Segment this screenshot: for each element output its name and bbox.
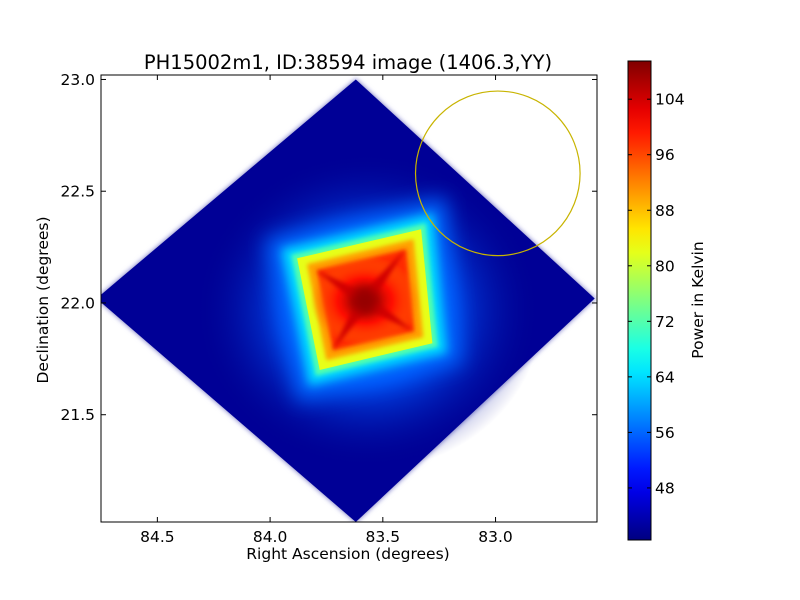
y-tick-label: 21.5: [60, 406, 95, 424]
colorbar-tick-label: 88: [655, 202, 675, 220]
x-tick-label: 84.0: [253, 528, 288, 546]
y-tick-label: 22.0: [60, 294, 95, 312]
colorbar-gradient: [627, 60, 652, 541]
colorbar: 48 56 64 72 80 88 96 104: [627, 60, 685, 541]
axes-frame: [100, 74, 598, 523]
y-tick-label: 23.0: [60, 71, 95, 89]
x-tick-label: 84.5: [140, 528, 175, 546]
colorbar-tick-label: 64: [655, 368, 675, 386]
plot-frame: 84.5 84.0 83.5 83.0 21.5 22.0 22.5 23.0: [60, 71, 598, 546]
peak-dot: [350, 286, 379, 315]
x-axis-label: Right Ascension (degrees): [246, 545, 449, 563]
heatmap: [101, 78, 597, 522]
colorbar-tick-label: 80: [655, 257, 675, 275]
chart-title: PH15002m1, ID:38594 image (1406.3,YY): [144, 51, 552, 74]
colorbar-tick-label: 72: [655, 313, 675, 331]
target-circle: [414, 90, 581, 257]
y-axis-label: Declination (degrees): [34, 216, 52, 383]
chart-text: PH15002m1, ID:38594 image (1406.3,YY) Ri…: [34, 51, 707, 563]
colorbar-tick-label: 96: [655, 146, 675, 164]
colorbar-label: Power in Kelvin: [689, 241, 707, 358]
colorbar-tick-label: 56: [655, 424, 675, 442]
colorbar-tick-label: 48: [655, 479, 675, 497]
x-tick-label: 83.0: [478, 528, 513, 546]
y-tick-label: 22.5: [60, 183, 95, 201]
colorbar-tick-label: 104: [655, 91, 685, 109]
x-tick-label: 83.5: [366, 528, 401, 546]
